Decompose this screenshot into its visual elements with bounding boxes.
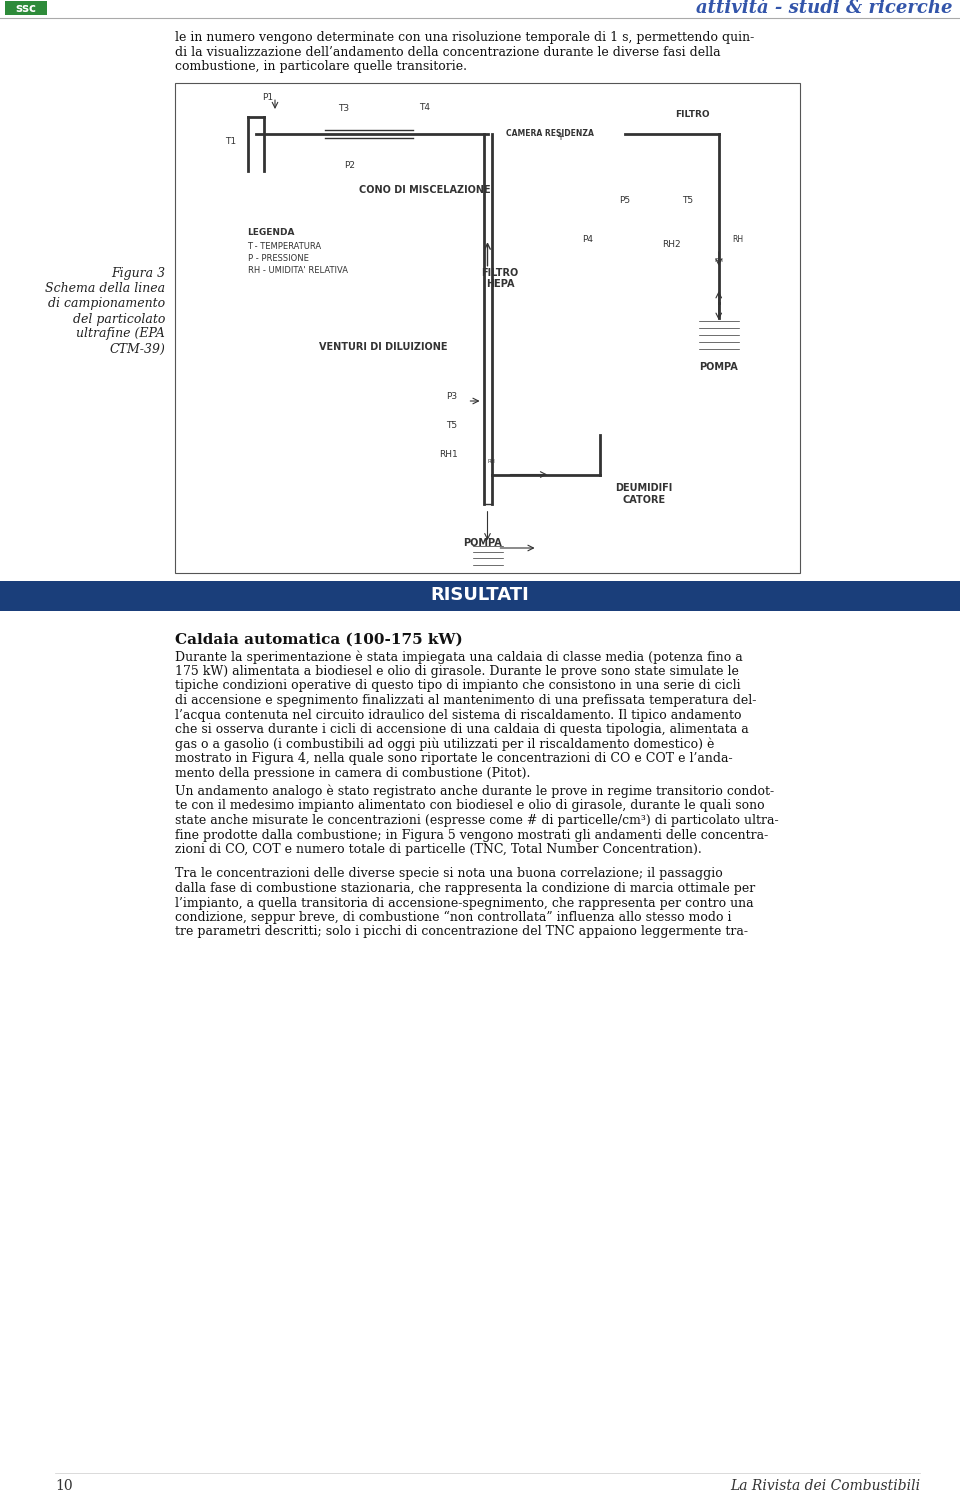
Bar: [699, 317, 739, 352]
Text: Caldaia automatica (100-175 kW): Caldaia automatica (100-175 kW): [175, 633, 463, 647]
Text: l’acqua contenuta nel circuito idraulico del sistema di riscaldamento. Il tipico: l’acqua contenuta nel circuito idraulico…: [175, 709, 741, 721]
Text: ssc: ssc: [15, 2, 36, 15]
Text: POMPA: POMPA: [700, 363, 738, 372]
Text: P2: P2: [344, 160, 355, 169]
Text: P3: P3: [446, 391, 458, 400]
Bar: [707, 252, 731, 269]
Text: RH - UMIDITA' RELATIVA: RH - UMIDITA' RELATIVA: [248, 266, 348, 275]
Text: +: +: [556, 131, 564, 142]
Text: 175 kW) alimentata a biodiesel e olio di girasole. Durante le prove sono state s: 175 kW) alimentata a biodiesel e olio di…: [175, 665, 739, 678]
Text: 10: 10: [55, 1479, 73, 1493]
Text: T4: T4: [420, 103, 430, 112]
Text: LEGENDA: LEGENDA: [248, 228, 295, 237]
Text: mostrato in Figura 4, nella quale sono riportate le concentrazioni di CO e COT e: mostrato in Figura 4, nella quale sono r…: [175, 752, 732, 765]
Text: RH: RH: [488, 459, 495, 464]
Text: di la visualizzazione dell’andamento della concentrazione durante le diverse fas: di la visualizzazione dell’andamento del…: [175, 45, 721, 59]
Text: Tra le concentrazioni delle diverse specie si nota una buona correlazione; il pa: Tra le concentrazioni delle diverse spec…: [175, 867, 723, 881]
Text: RH: RH: [732, 234, 743, 243]
Text: RISULTATI: RISULTATI: [431, 586, 529, 604]
Bar: [667, 97, 717, 131]
Text: CAMERA RESIDENZA: CAMERA RESIDENZA: [506, 130, 594, 139]
Bar: [5, 2, 47, 15]
Text: combustione, in particolare quelle transitorie.: combustione, in particolare quelle trans…: [175, 60, 467, 73]
Text: POMPA: POMPA: [463, 538, 502, 548]
Text: mento della pressione in camera di combustione (Pitot).: mento della pressione in camera di combu…: [175, 766, 530, 780]
Text: P - PRESSIONE: P - PRESSIONE: [248, 254, 308, 263]
Text: T1: T1: [225, 138, 236, 145]
Text: tre parametri descritti; solo i picchi di concentrazione del TNC appaiono legger: tre parametri descritti; solo i picchi d…: [175, 926, 748, 938]
Text: fine prodotte dalla combustione; in Figura 5 vengono mostrati gli andamenti dell: fine prodotte dalla combustione; in Figu…: [175, 828, 768, 842]
Text: gas o a gasolio (i combustibili ad oggi più utilizzati per il riscaldamento dome: gas o a gasolio (i combustibili ad oggi …: [175, 737, 714, 751]
Text: FILTRO
HEPA: FILTRO HEPA: [481, 267, 518, 289]
Text: RH2: RH2: [662, 240, 682, 249]
Bar: [322, 118, 366, 147]
Bar: [475, 125, 625, 144]
Text: l’impianto, a quella transitoria di accensione-spegnimento, che rappresenta per : l’impianto, a quella transitoria di acce…: [175, 896, 754, 910]
Text: dalla fase di combustione stazionaria, che rappresenta la condizione di marcia o: dalla fase di combustione stazionaria, c…: [175, 882, 756, 895]
Text: FILTRO: FILTRO: [675, 110, 709, 119]
Text: T5: T5: [682, 195, 693, 204]
Text: che si osserva durante i cicli di accensione di una caldaia di questa tipologia,: che si osserva durante i cicli di accens…: [175, 722, 749, 736]
Text: zioni di CO, COT e numero totale di particelle (TNC, Total Number Concentration): zioni di CO, COT e numero totale di part…: [175, 843, 702, 857]
Text: RH1: RH1: [439, 450, 458, 459]
Text: T3: T3: [338, 104, 349, 113]
Text: te con il medesimo impianto alimentato con biodiesel e olio di girasole, durante: te con il medesimo impianto alimentato c…: [175, 799, 764, 813]
Text: VENTURI DI DILUIZIONE: VENTURI DI DILUIZIONE: [319, 341, 447, 352]
Bar: [484, 455, 499, 467]
Bar: [237, 219, 394, 308]
Bar: [175, 83, 800, 573]
Text: T - TEMPERATURA: T - TEMPERATURA: [248, 242, 322, 251]
Text: state anche misurate le concentrazioni (espresse come # di particelle/cm³) di pa: state anche misurate le concentrazioni (…: [175, 814, 779, 827]
Text: condizione, seppur breve, di combustione “non controllata” influenza allo stesso: condizione, seppur breve, di combustione…: [175, 911, 732, 925]
Text: La Rivista dei Combustibili: La Rivista dei Combustibili: [730, 1479, 920, 1493]
Text: RH: RH: [714, 258, 723, 263]
Text: attività - studi & ricerche: attività - studi & ricerche: [695, 0, 952, 17]
Text: Figura 3
Schema della linea
di campionamento
del particolato
ultrafine (EPA
CTM-: Figura 3 Schema della linea di campionam…: [45, 267, 165, 355]
Bar: [0, 580, 960, 610]
Text: CONO DI MISCELAZIONE: CONO DI MISCELAZIONE: [359, 186, 491, 195]
Text: le in numero vengono determinate con una risoluzione temporale di 1 s, permetten: le in numero vengono determinate con una…: [175, 32, 755, 44]
Text: tipiche condizioni operative di questo tipo di impianto che consistono in una se: tipiche condizioni operative di questo t…: [175, 680, 740, 692]
Text: T5: T5: [446, 422, 458, 431]
Bar: [450, 245, 550, 313]
Bar: [581, 465, 707, 523]
Text: Un andamento analogo è stato registrato anche durante le prove in regime transit: Un andamento analogo è stato registrato …: [175, 786, 774, 798]
Text: P5: P5: [619, 195, 631, 204]
Text: Durante la sperimentazione è stata impiegata una caldaia di classe media (potenz: Durante la sperimentazione è stata impie…: [175, 651, 743, 663]
Text: P1: P1: [262, 92, 274, 101]
Bar: [472, 542, 502, 568]
Text: P4: P4: [582, 234, 593, 243]
Text: di accensione e spegnimento finalizzati al mantenimento di una prefissata temper: di accensione e spegnimento finalizzati …: [175, 694, 756, 707]
Text: DEUMIDIFI
CATORE: DEUMIDIFI CATORE: [615, 484, 672, 505]
